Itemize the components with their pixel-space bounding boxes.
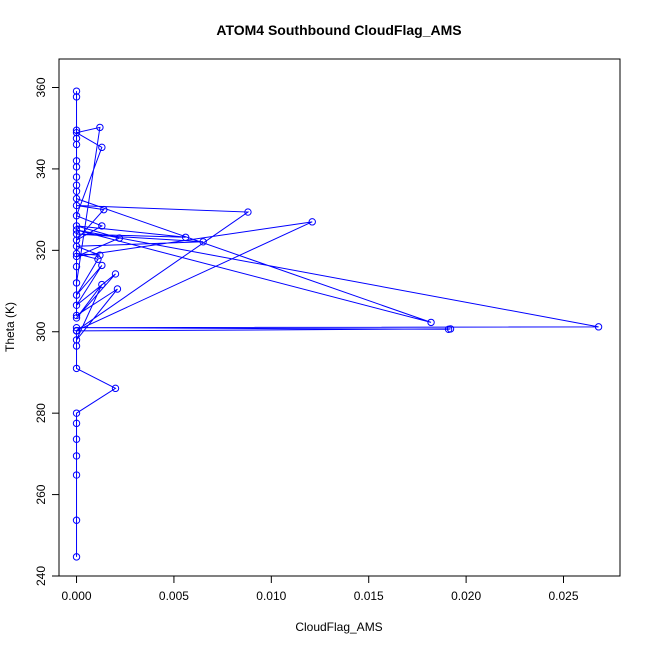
data-point	[72, 173, 81, 181]
data-point	[72, 128, 81, 137]
plot-frame	[58, 58, 621, 577]
data-point	[72, 409, 81, 417]
series-group	[72, 87, 603, 561]
data-point	[72, 242, 81, 250]
data-point	[72, 301, 81, 309]
data-point	[72, 262, 81, 271]
data-point	[100, 205, 108, 214]
data-point	[72, 249, 81, 258]
data-point	[72, 326, 81, 335]
data-point	[72, 212, 81, 220]
data-point	[94, 255, 102, 263]
y-tick-label: 320	[34, 240, 48, 260]
data-point	[72, 230, 81, 238]
data-point	[72, 452, 81, 460]
data-point	[72, 516, 81, 524]
data-point	[72, 252, 81, 261]
data-point	[199, 238, 207, 246]
data-point	[72, 471, 81, 479]
data-point	[111, 270, 120, 278]
data-point	[72, 342, 81, 350]
y-tick-label: 360	[34, 77, 48, 97]
data-point	[72, 126, 81, 134]
x-axis-label: CloudFlag_AMS	[295, 620, 382, 634]
data-point	[181, 233, 190, 242]
y-tick-label: 240	[34, 566, 48, 586]
y-tick-label: 300	[34, 321, 48, 341]
data-point	[72, 163, 81, 171]
x-tick-label: 0.020	[451, 589, 481, 603]
data-point	[72, 93, 81, 101]
y-axis-label: Theta (K)	[3, 302, 17, 352]
x-tick-label: 0.000	[62, 589, 92, 603]
data-point	[98, 280, 106, 289]
x-tick-label: 0.010	[256, 589, 286, 603]
data-point	[98, 222, 106, 230]
data-point	[111, 384, 120, 393]
data-point	[72, 226, 81, 234]
chart-title: ATOM4 Southbound CloudFlag_AMS	[216, 22, 461, 38]
data-point	[113, 285, 122, 293]
y-tick-label: 340	[34, 159, 48, 179]
data-point	[96, 123, 104, 132]
data-point	[72, 311, 81, 320]
data-point	[72, 291, 81, 299]
data-point	[72, 181, 81, 189]
data-point	[115, 234, 124, 242]
data-point	[72, 134, 81, 143]
data-point	[72, 336, 81, 344]
data-point	[72, 553, 81, 561]
axis-ticks: 0.000 0.005 0.010 0.015 0.020 0.025 240 260 280 3…	[34, 77, 579, 603]
data-point	[98, 143, 106, 152]
data-point	[444, 325, 453, 334]
y-tick-label: 260	[34, 484, 48, 504]
y-tick-label: 280	[34, 403, 48, 423]
data-point	[72, 364, 81, 373]
data-point	[72, 236, 81, 244]
data-point	[96, 251, 104, 259]
data-point	[72, 419, 81, 428]
data-point	[72, 201, 81, 210]
data-point	[72, 314, 81, 322]
x-tick-label: 0.025	[548, 589, 578, 603]
data-point	[72, 87, 81, 95]
data-point	[72, 157, 81, 165]
data-point	[72, 194, 81, 203]
data-point	[72, 187, 81, 196]
x-tick-label: 0.005	[159, 589, 189, 603]
series-line	[75, 91, 599, 557]
data-point	[72, 140, 81, 149]
data-point	[72, 323, 81, 332]
data-point	[72, 435, 81, 443]
data-point	[308, 218, 316, 226]
data-point	[72, 279, 81, 287]
data-point	[427, 318, 435, 327]
data-point	[98, 261, 106, 270]
data-point	[72, 222, 81, 230]
x-tick-label: 0.015	[354, 589, 384, 603]
data-point	[594, 323, 603, 331]
data-point	[244, 208, 252, 216]
